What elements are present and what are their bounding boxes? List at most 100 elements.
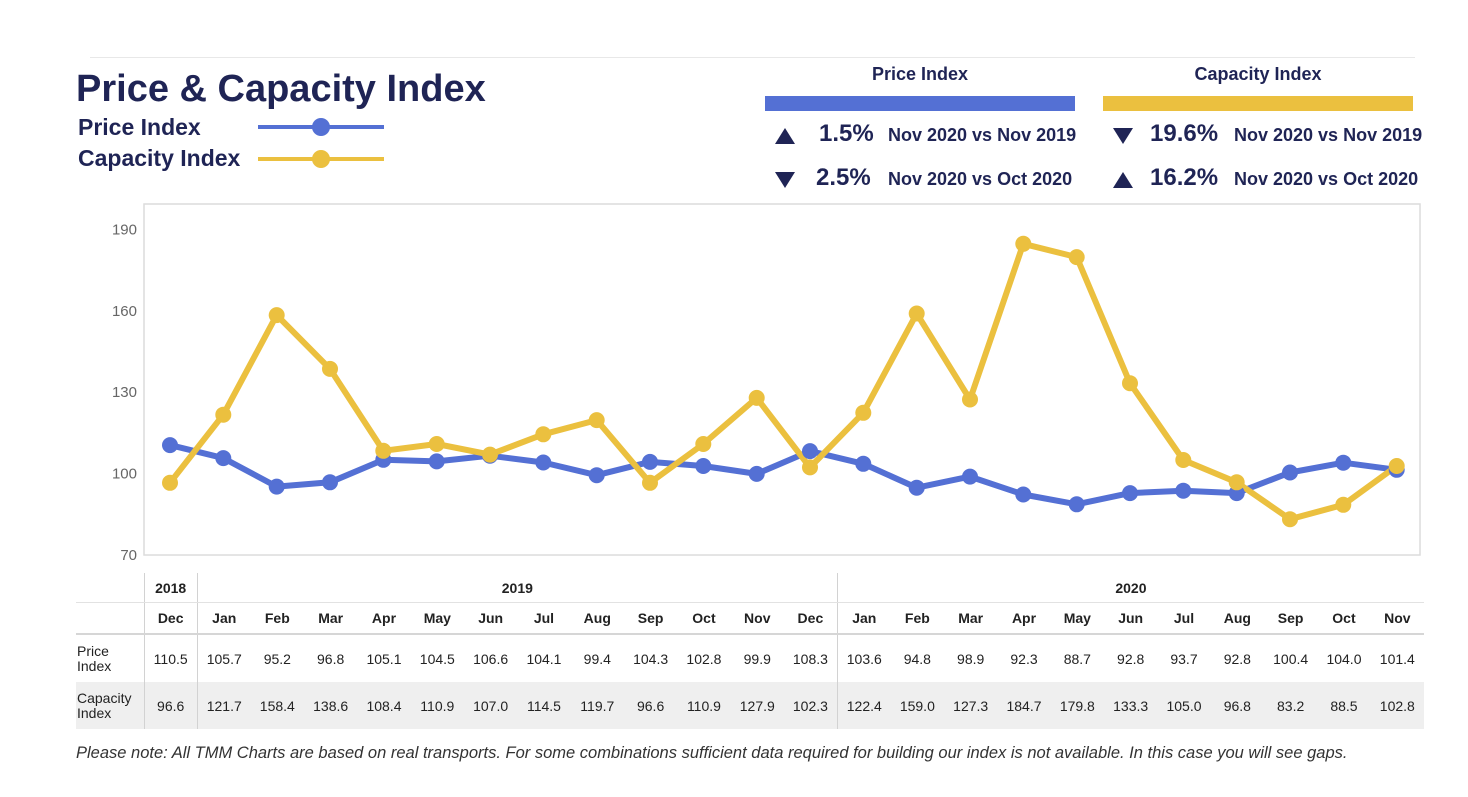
legend-swatch-price [258,118,384,136]
table-month-cell: Sep [1263,602,1318,635]
legend-label-price: Price Index [78,113,201,140]
series-1-point [1122,375,1138,392]
kpi-capacity-yoy-value: 19.6% [1150,120,1219,147]
table-corner-cell [76,573,144,603]
table-month-cell: Jan [836,602,891,635]
table-capacity-cell: 158.4 [250,682,304,729]
series-0-point [428,453,445,470]
table-month-cell: Oct [1317,602,1371,635]
legend-label-capacity: Capacity Index [78,144,241,171]
series-0-point [1175,482,1192,499]
line-chart: 190 160 130 100 70 [112,203,1421,564]
kpi-price-mom-value: 2.5% [816,164,871,191]
kpi-capacity-mom-arrow-icon [1113,172,1133,188]
series-1-point [908,305,925,322]
table-price-cell: 105.1 [366,650,402,667]
series-line-0 [167,442,1400,508]
series-1-point [215,406,232,423]
table-month-cell: Aug [570,602,624,635]
table-capacity-cell: 102.3 [783,682,838,729]
series-0-point [535,454,552,471]
kpi-capacity-row-mom: 16.2% Nov 2020 vs Oct 2020 [1110,164,1420,194]
series-1-point [855,404,872,421]
table-capacity-cell: 121.7 [196,682,251,729]
table-price-cell: 110.5 [143,634,198,682]
series-line-1 [167,240,1400,523]
table-capacity-cell: 127.9 [730,682,784,729]
series-0-point [962,468,978,485]
table-price-cell: 104.3 [633,650,669,667]
table-row-price: Price Index 110.5 105.7 95.2 96.8 105.1 104.5… [76,634,1424,682]
table-capacity-cell: 107.0 [463,682,518,729]
table-month-cell: Apr [357,602,411,635]
series-0-point [748,465,765,482]
table-capacity-cell: 96.6 [143,682,198,729]
series-0-point [1122,485,1138,502]
series-1-point [1282,511,1298,528]
table-price-cell: 92.3 [1010,650,1038,667]
y-tick-label: 130 [112,384,137,401]
table-price-cell: 104.1 [526,650,562,667]
table-month-cell: Sep [623,602,678,635]
y-tick-label: 190 [112,221,137,238]
table-year-cell: 2020 [836,573,1424,603]
table-month-cell: Jan [196,602,251,635]
table-capacity-cell: 119.7 [570,682,624,729]
series-0-point [695,458,712,474]
table-month-cell: Mar [944,602,998,635]
legend-item-capacity: Capacity Index [78,144,240,172]
series-1-point [748,389,765,406]
kpi-price-row-mom: 2.5% Nov 2020 vs Oct 2020 [765,164,1085,194]
table-month-cell: Nov [1370,602,1424,635]
table-month-cell: May [410,602,464,635]
table-capacity-cell: 122.4 [836,682,891,729]
table-capacity-cell: 83.2 [1263,682,1318,729]
table-price-cell: 98.9 [957,650,985,667]
table-price-cell: 103.6 [836,634,891,682]
table-capacity-cell: 110.9 [410,682,464,729]
series-1-point [1015,235,1032,252]
table-capacity-cell: 96.6 [623,682,678,729]
table-capacity-cell: 159.0 [890,682,945,729]
series-1-point [268,307,285,324]
series-1-point [162,474,178,491]
table-month-cell: Feb [250,602,304,635]
table-row-capacity: Capacity Index 96.6 121.7 158.4 138.6 108.4 1… [76,682,1424,729]
table-year-cell: 2018 [143,573,198,603]
table-month-cell: Mar [303,602,358,635]
kpi-price-row-yoy: 1.5% Nov 2020 vs Nov 2019 [765,120,1085,150]
table-capacity-cell: 114.5 [517,682,571,729]
table-price-cell: 108.3 [792,650,828,667]
table-month-cell: Dec [783,602,838,635]
series-0-point [588,467,605,484]
table-month-cell: Nov [730,602,784,635]
table-capacity-cell: 184.7 [997,682,1051,729]
kpi-price-header: Price Index [871,64,969,84]
table-price-cell: 92.8 [1117,650,1145,667]
kpi-price-yoy-desc: Nov 2020 vs Nov 2019 [888,125,1077,145]
kpi-capacity-yoy-desc: Nov 2020 vs Nov 2019 [1234,125,1423,145]
series-0-point [322,474,338,491]
series-1-point [695,436,712,452]
y-tick-label: 70 [120,547,137,564]
table-month-cell: Aug [1210,602,1264,635]
kpi-price-yoy-value: 1.5% [819,120,874,147]
series-1-point [1335,496,1352,513]
series-1-point [588,412,605,429]
table-capacity-cell: 88.5 [1317,682,1371,729]
table-capacity-cell: 127.3 [944,682,998,729]
table-price-cell: 93.7 [1170,650,1198,667]
footnote: Please note: All TMM Charts are based on… [76,744,1348,762]
table-month-cell: Feb [890,602,945,635]
table-month-cell: Apr [997,602,1051,635]
series-0-point [1015,486,1032,503]
table-price-cell: 92.8 [1223,650,1251,667]
y-tick-label: 100 [112,466,137,483]
series-1-point [428,436,445,452]
table-price-cell: 106.6 [473,650,509,667]
series-0-point [802,443,818,460]
series-1-point [802,459,818,476]
table-price-cell: 104.0 [1326,650,1362,667]
table-corner-cell [76,602,144,635]
top-divider [90,57,1415,58]
